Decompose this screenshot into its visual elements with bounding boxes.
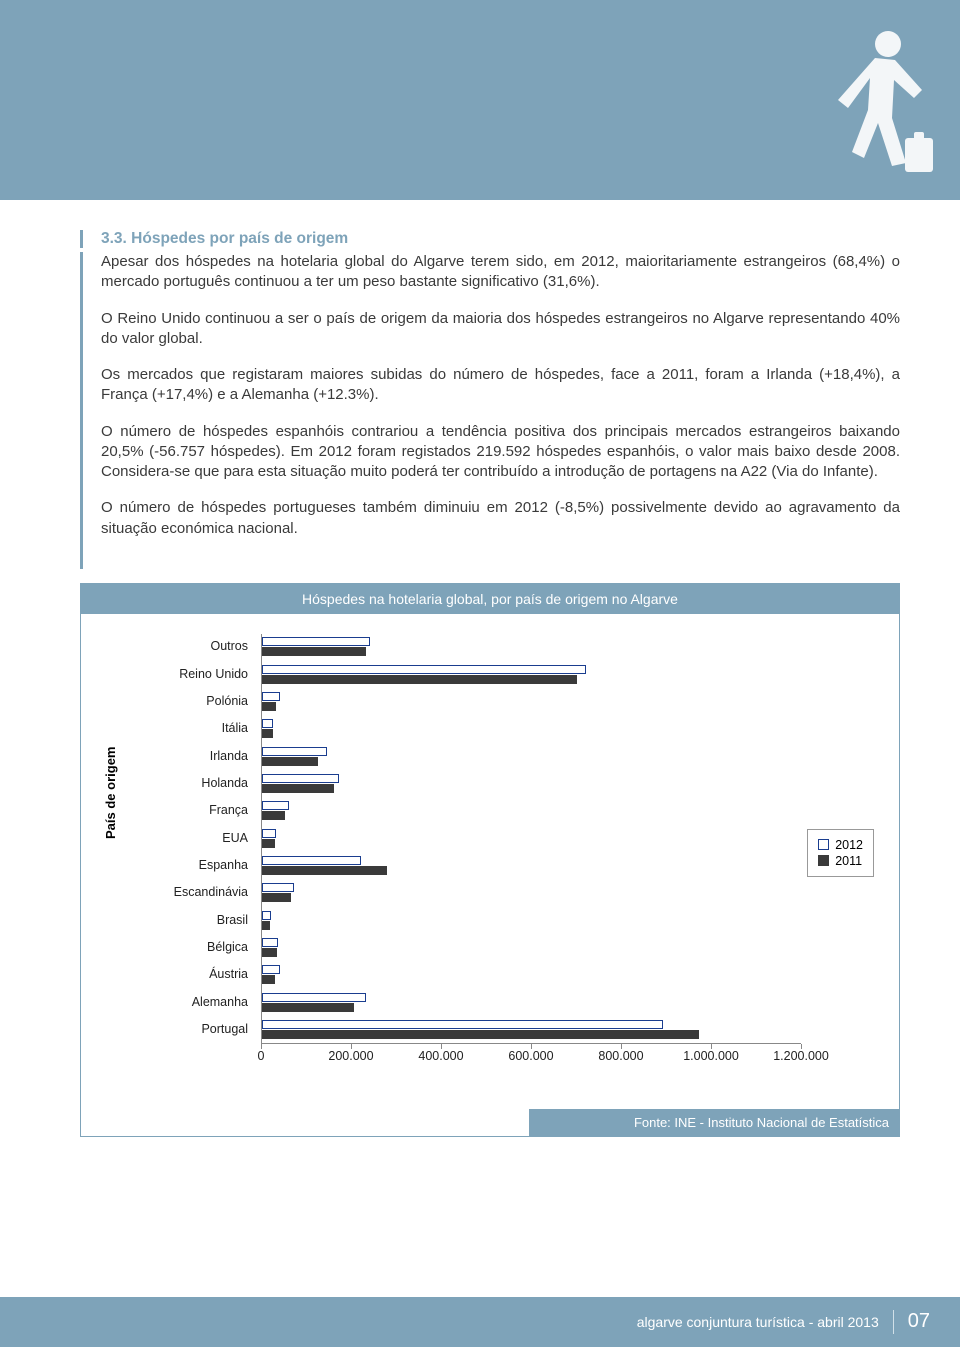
y-tick-label: Portugal: [83, 1022, 248, 1036]
footer-separator: [893, 1310, 894, 1334]
paragraph: O número de hóspedes espanhóis contrario…: [101, 422, 900, 483]
bar-2011: [262, 839, 275, 848]
x-tick-mark: [711, 1044, 712, 1049]
bar-2012: [262, 829, 276, 838]
traveler-icon: [820, 28, 935, 183]
bar-2012: [262, 637, 370, 646]
legend-label: 2012: [835, 838, 863, 852]
x-tick-label: 200.000: [311, 1049, 391, 1063]
content-area: 3.3. Hóspedes por país de origem Apesar …: [0, 200, 960, 1137]
x-tick-mark: [531, 1044, 532, 1049]
legend-swatch-2012: [818, 839, 829, 850]
x-tick-mark: [621, 1044, 622, 1049]
bar-2011: [262, 921, 270, 930]
y-tick-label: Holanda: [83, 776, 248, 790]
x-tick-label: 0: [221, 1049, 301, 1063]
x-tick-mark: [801, 1044, 802, 1049]
bar-2011: [262, 784, 334, 793]
y-labels: Outros Reino Unido Polónia Itália Irlanda Hol…: [81, 634, 256, 1044]
x-tick-mark: [261, 1044, 262, 1049]
bar-2011: [262, 757, 318, 766]
x-tick-label: 1.000.000: [671, 1049, 751, 1063]
legend-item-2012: 2012: [818, 838, 863, 852]
bar-2012: [262, 911, 271, 920]
bar-2012: [262, 1020, 663, 1029]
y-tick-label: Irlanda: [83, 749, 248, 763]
bar-2012: [262, 774, 339, 783]
y-tick-label: Escandinávia: [83, 885, 248, 899]
bar-2011: [262, 1003, 354, 1012]
legend-item-2011: 2011: [818, 854, 863, 868]
bar-2011: [262, 647, 366, 656]
chart-container: Hóspedes na hotelaria global, por país d…: [80, 583, 900, 1137]
bar-2011: [262, 866, 387, 875]
paragraph: O Reino Unido continuou a ser o país de …: [101, 309, 900, 350]
y-tick-label: EUA: [83, 831, 248, 845]
x-tick-label: 800.000: [581, 1049, 661, 1063]
section-heading: 3.3. Hóspedes por país de origem: [80, 230, 900, 248]
y-tick-label: Itália: [83, 721, 248, 735]
y-tick-label: Polónia: [83, 694, 248, 708]
bar-2012: [262, 719, 273, 728]
bar-2011: [262, 893, 291, 902]
bar-2011: [262, 729, 273, 738]
bar-2011: [262, 975, 275, 984]
y-tick-label: Alemanha: [83, 995, 248, 1009]
bar-2011: [262, 1030, 699, 1039]
footer-text: algarve conjuntura turística - abril 201…: [637, 1314, 879, 1330]
y-tick-label: França: [83, 803, 248, 817]
bar-2012: [262, 747, 327, 756]
chart-legend: 2012 2011: [807, 829, 874, 877]
x-tick-label: 1.200.000: [761, 1049, 841, 1063]
bar-2011: [262, 702, 276, 711]
bar-2012: [262, 965, 280, 974]
paragraph: O número de hóspedes portugueses também …: [101, 498, 900, 539]
chart-footer-wrap: Fonte: INE - Instituto Nacional de Estat…: [81, 1109, 899, 1136]
legend-label: 2011: [835, 854, 862, 868]
y-tick-label: Áustria: [83, 967, 248, 981]
x-tick-mark: [441, 1044, 442, 1049]
paragraph: Os mercados que registaram maiores subid…: [101, 365, 900, 406]
plot-region: [261, 634, 801, 1044]
bar-2012: [262, 883, 294, 892]
y-tick-label: Reino Unido: [83, 667, 248, 681]
bar-2012: [262, 692, 280, 701]
x-tick-label: 400.000: [401, 1049, 481, 1063]
bar-2012: [262, 938, 278, 947]
y-tick-label: Brasil: [83, 913, 248, 927]
y-tick-label: Outros: [83, 639, 248, 653]
x-tick-label: 600.000: [491, 1049, 571, 1063]
y-tick-label: Espanha: [83, 858, 248, 872]
chart-plot-area: País de origem OutrosReino UnidoPolóniaI…: [81, 614, 899, 1109]
legend-swatch-2011: [818, 855, 829, 866]
bar-2012: [262, 801, 289, 810]
y-tick-label: Bélgica: [83, 940, 248, 954]
section-body: Apesar dos hóspedes na hotelaria global …: [80, 252, 900, 569]
bar-2011: [262, 675, 577, 684]
bar-2012: [262, 856, 361, 865]
paragraph: Apesar dos hóspedes na hotelaria global …: [101, 252, 900, 293]
bar-2012: [262, 993, 366, 1002]
chart-title: Hóspedes na hotelaria global, por país d…: [81, 584, 899, 614]
page-number: 07: [908, 1310, 930, 1333]
chart-source: Fonte: INE - Instituto Nacional de Estat…: [529, 1109, 899, 1136]
page-footer: algarve conjuntura turística - abril 201…: [0, 1297, 960, 1347]
x-tick-mark: [351, 1044, 352, 1049]
bar-2011: [262, 811, 285, 820]
page-header: [0, 0, 960, 200]
bar-2012: [262, 665, 586, 674]
bar-2011: [262, 948, 277, 957]
